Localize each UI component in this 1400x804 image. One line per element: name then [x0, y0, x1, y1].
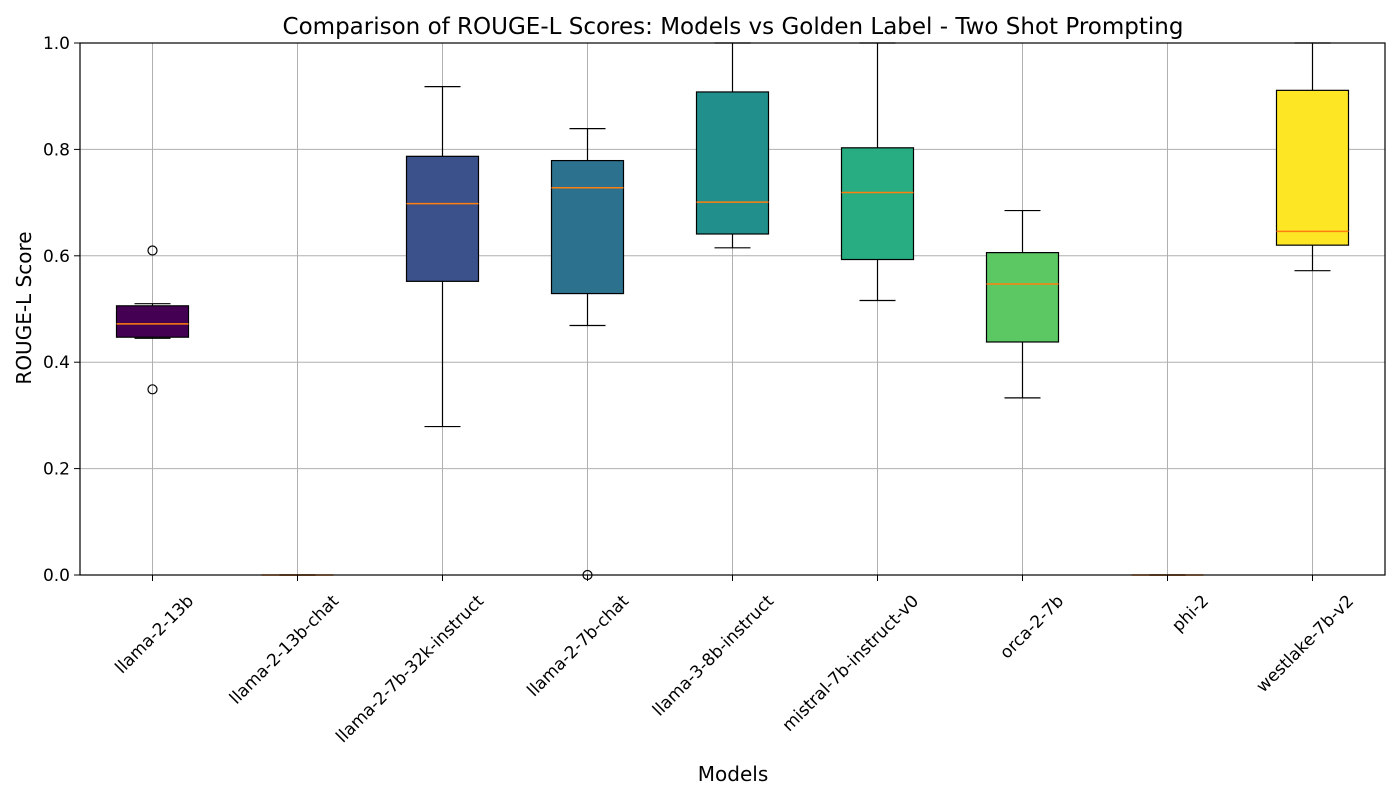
iqr-box — [550, 159, 625, 295]
x-tick-label: orca-2-7b — [996, 591, 1068, 663]
x-tick-label: llama-3-8b-instruct — [649, 591, 778, 720]
iqr-box — [1275, 89, 1350, 246]
iqr-box — [985, 252, 1060, 343]
outlier-point — [147, 384, 158, 395]
chart-title: Comparison of ROUGE-L Scores: Models vs … — [283, 14, 1184, 40]
iqr-box — [405, 155, 480, 282]
x-tick-label: westlake-7b-v2 — [1253, 591, 1358, 696]
outlier-point — [147, 245, 158, 256]
box-llama-2-7b-chat — [550, 128, 625, 581]
y-tick-label: 0.8 — [43, 140, 70, 160]
box-llama-2-7b-32k-instruct — [405, 86, 480, 428]
y-tick-label: 0.2 — [43, 460, 70, 480]
y-tick-label: 1.0 — [43, 34, 70, 54]
x-tick-label: llama-2-7b-32k-instruct — [332, 591, 488, 747]
iqr-box — [115, 305, 190, 338]
x-tick-label: phi-2 — [1168, 591, 1213, 636]
y-tick-label: 0.4 — [43, 353, 70, 373]
boxes-layer — [115, 42, 1350, 581]
iqr-box — [840, 147, 915, 261]
box-mistral-7b-instruct-v0 — [840, 42, 915, 302]
y-tick-label: 0.6 — [43, 247, 70, 267]
x-tick-label: mistral-7b-instruct-v0 — [779, 591, 923, 735]
x-tick-label: llama-2-13b — [112, 591, 199, 678]
x-tick-label: llama-2-7b-chat — [524, 591, 634, 701]
box-llama-2-13b — [115, 245, 190, 395]
y-axis-label: ROUGE-L Score — [12, 231, 36, 384]
x-tick-label: llama-2-13b-chat — [226, 591, 343, 708]
box-westlake-7b-v2 — [1275, 42, 1350, 272]
box-llama-3-8b-instruct — [695, 42, 770, 249]
box-orca-2-7b — [985, 209, 1060, 399]
y-tick-label: 0.0 — [43, 566, 70, 586]
x-axis-label: Models — [698, 762, 768, 786]
iqr-box — [695, 91, 770, 235]
